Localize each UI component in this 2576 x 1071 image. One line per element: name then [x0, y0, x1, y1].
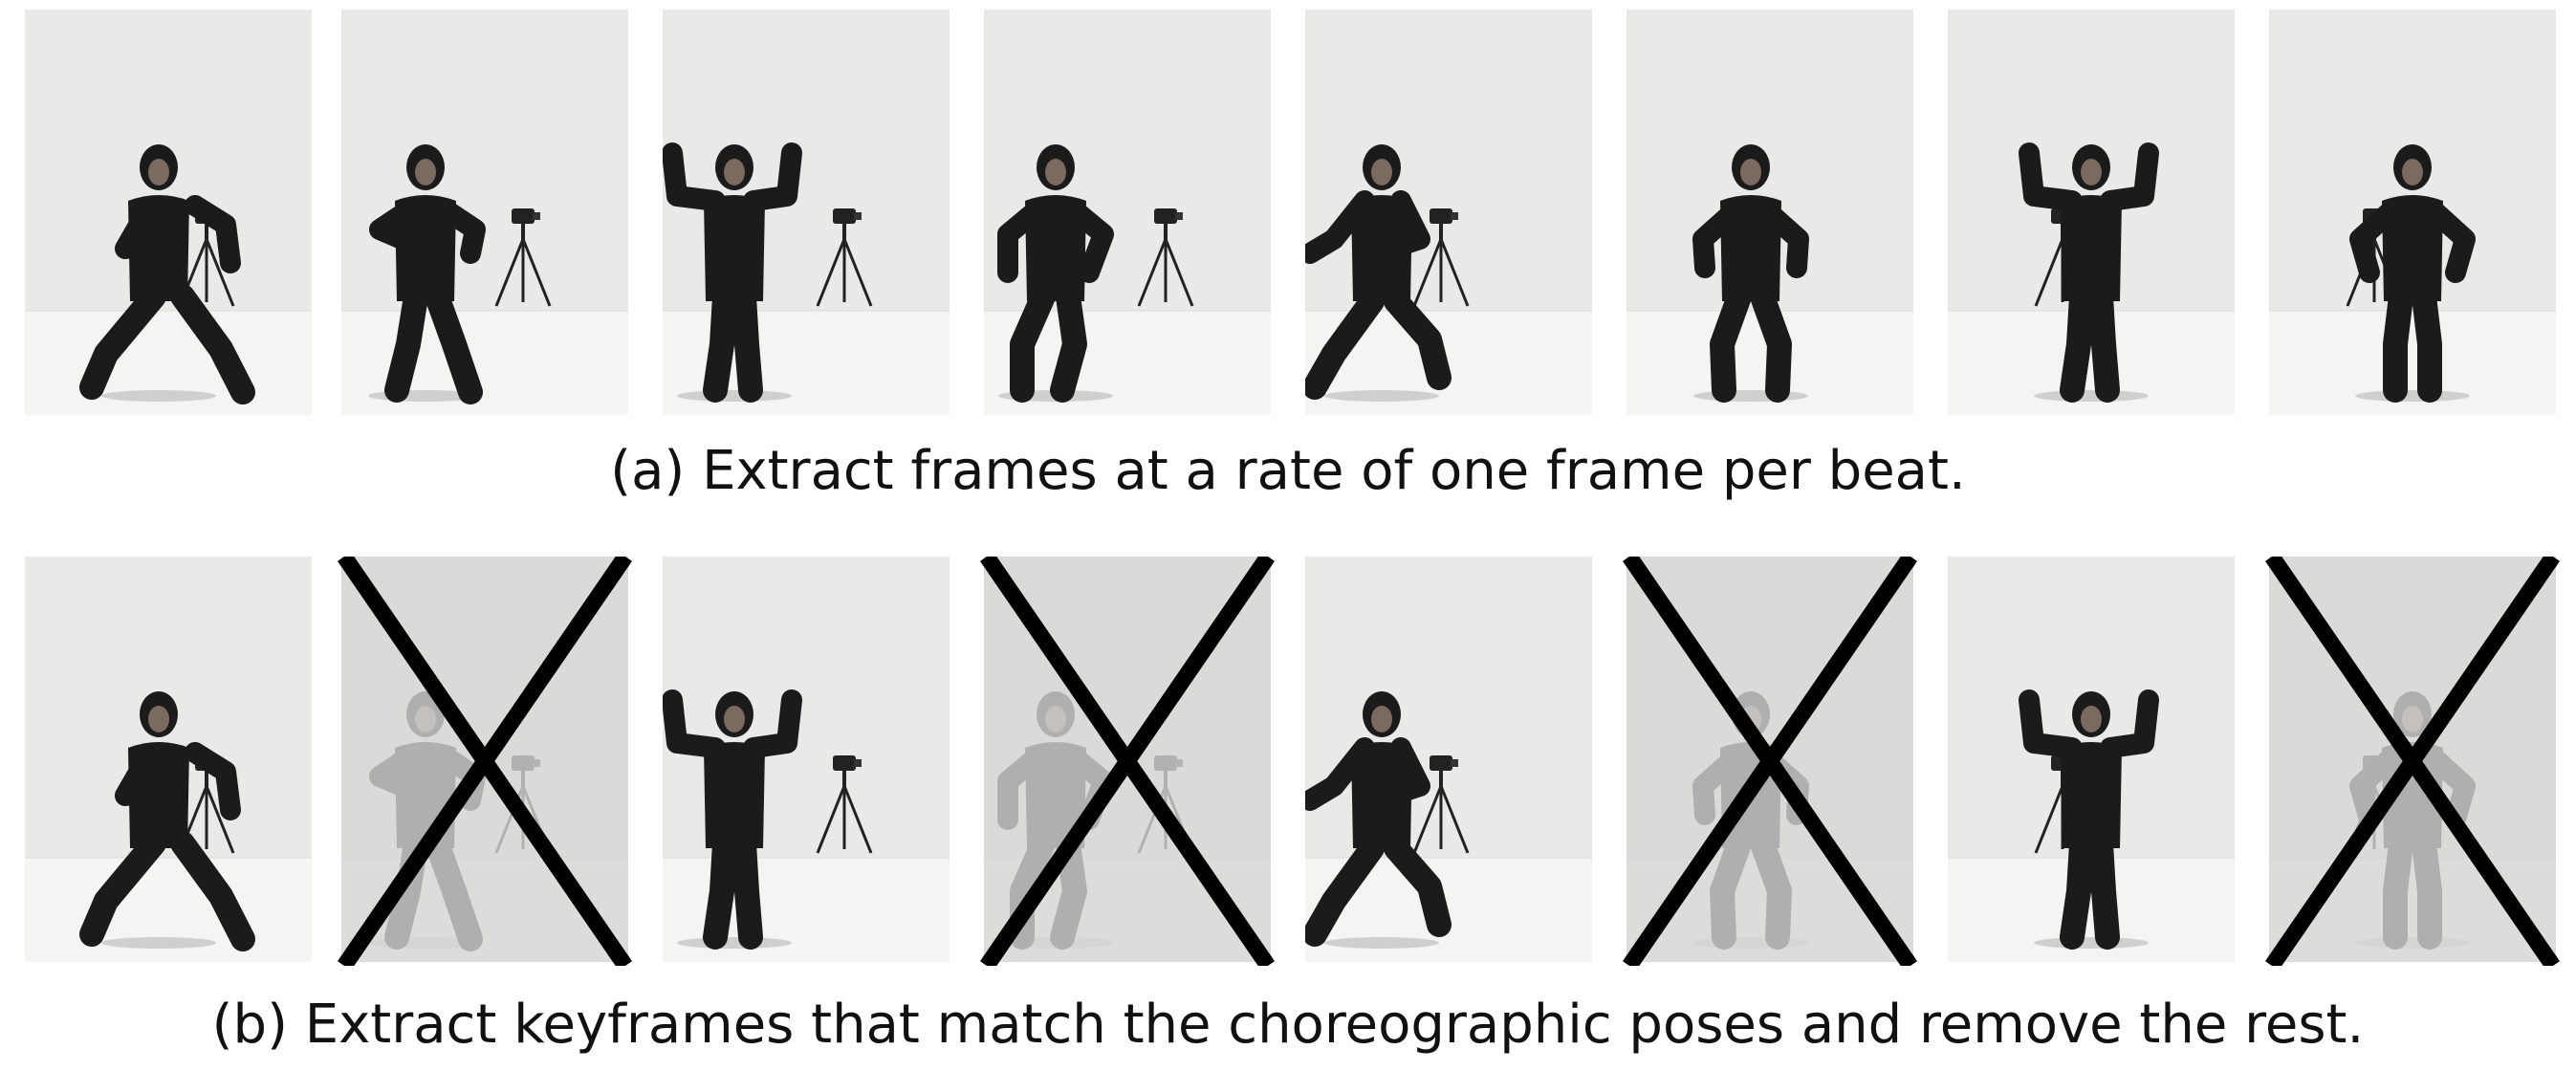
camera-tripod-icon [816, 208, 873, 307]
caption-b: (b) Extract keyframes that match the cho… [211, 994, 2365, 1056]
video-frame [25, 557, 312, 962]
camera-tripod-icon [494, 208, 552, 307]
video-frame [1626, 10, 1913, 415]
video-frame [663, 10, 950, 415]
video-frame [663, 557, 950, 962]
dancer-figure [2019, 142, 2159, 403]
dancer-figure [663, 689, 802, 950]
dancer-figure [1305, 144, 1452, 402]
dancer-figure [2349, 144, 2476, 403]
caption-a: (a) Extract frames at a rate of one fram… [610, 440, 1966, 502]
dancer-figure [663, 142, 802, 403]
video-frame [25, 10, 312, 415]
cross-out-icon [1622, 557, 1918, 966]
video-frame [1948, 10, 2235, 415]
video-frame [1948, 557, 2235, 962]
dancer-figure [1305, 691, 1452, 949]
dancer-figure [1692, 144, 1809, 403]
camera-tripod-icon [1137, 208, 1194, 307]
dancer-figure [997, 144, 1114, 403]
video-frame [1305, 557, 1592, 962]
cross-out-icon [337, 557, 633, 966]
video-frame [984, 10, 1271, 415]
camera-tripod-icon [1412, 208, 1470, 307]
cross-out-icon [979, 557, 1276, 966]
dancer-figure [79, 144, 255, 404]
cross-out-icon [2264, 557, 2561, 966]
dancer-figure [79, 691, 255, 951]
video-frame [341, 10, 628, 415]
video-frame [1305, 10, 1592, 415]
camera-tripod-icon [1412, 755, 1470, 854]
dancer-figure [368, 144, 486, 404]
dancer-figure [2019, 689, 2159, 950]
camera-tripod-icon [816, 755, 873, 854]
video-frame [2269, 10, 2556, 415]
